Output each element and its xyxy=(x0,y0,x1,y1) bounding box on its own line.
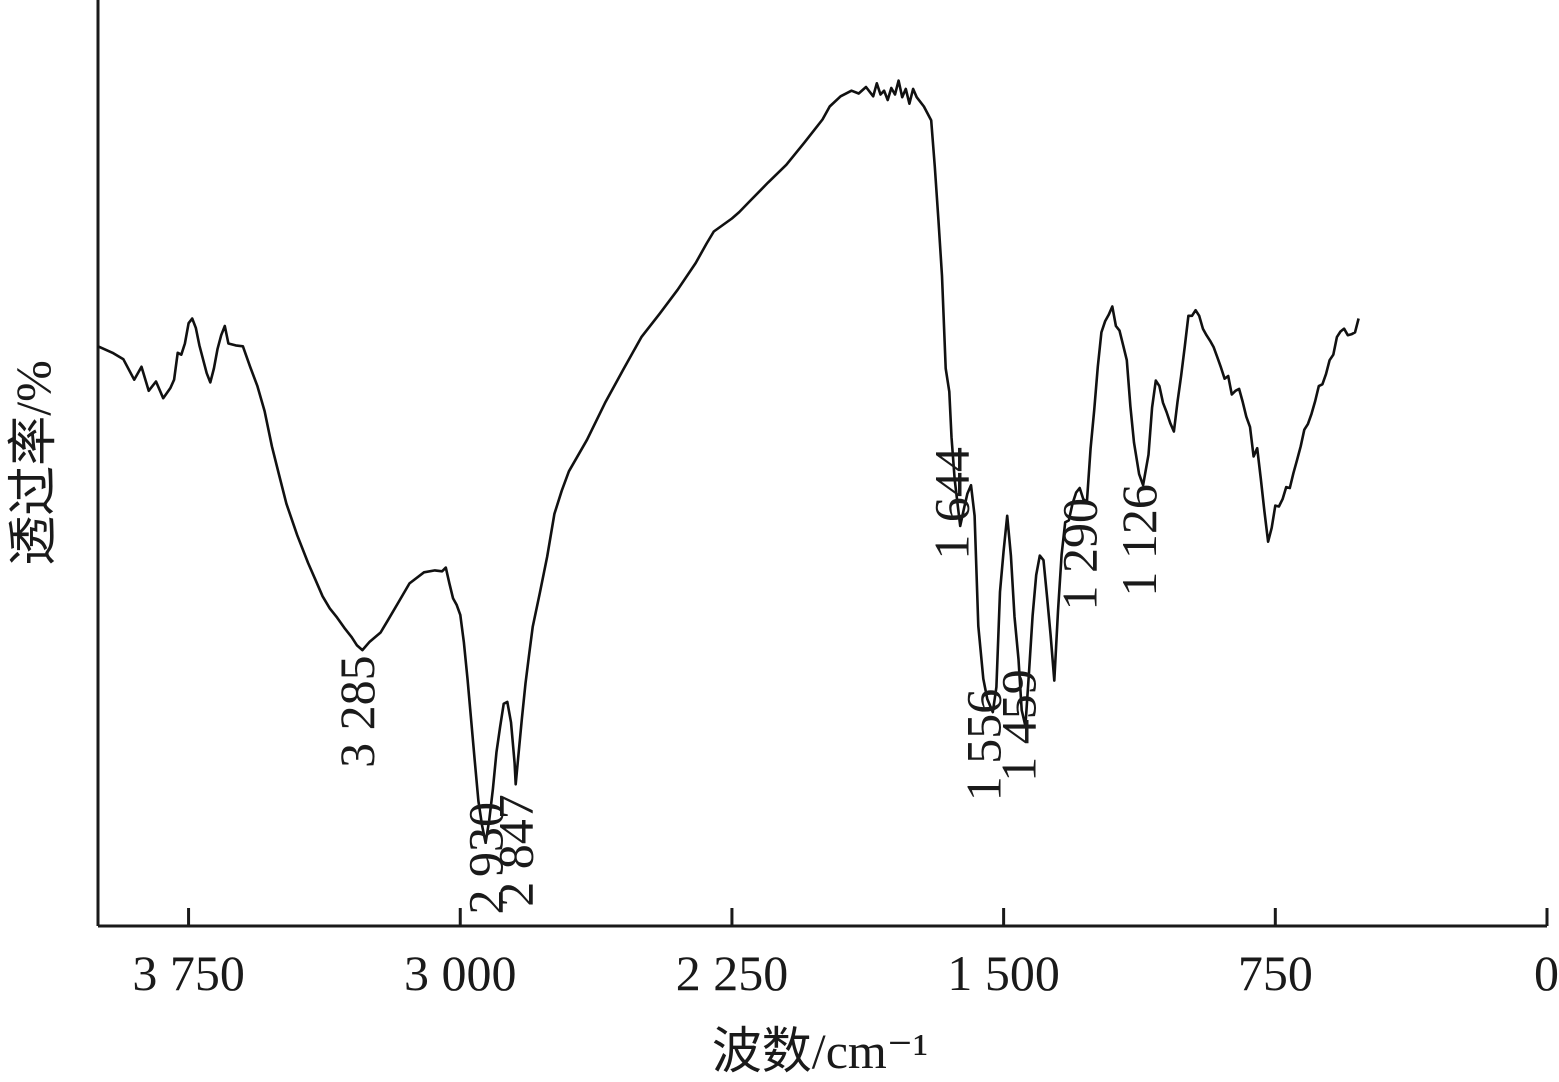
peak-label: 1 556 xyxy=(955,689,1011,802)
x-tick-label: 3 750 xyxy=(132,945,245,1001)
peak-label: 1 644 xyxy=(924,447,980,559)
peak-label: 1 290 xyxy=(1052,498,1108,611)
peak-label: 3 285 xyxy=(329,655,385,768)
x-tick-label: 750 xyxy=(1238,945,1313,1001)
peak-label: 2 930 xyxy=(458,802,514,915)
x-tick-label: 2 250 xyxy=(676,945,789,1001)
peak-label: 1 126 xyxy=(1111,484,1167,596)
x-tick-label: 3 000 xyxy=(404,945,517,1001)
peak-label: 2 847 xyxy=(488,794,544,907)
peak-label: 1 459 xyxy=(991,669,1047,782)
x-tick-label: 1 500 xyxy=(947,945,1060,1001)
x-tick-label: 0 xyxy=(1534,945,1559,1001)
spectrum-line xyxy=(97,79,1360,844)
x-axis-ticks: 3 750 3 000 2 250 1 500 750 0 xyxy=(132,908,1559,1001)
y-axis-title: 透过率/% xyxy=(5,360,61,566)
x-axis-title: 波数/cm⁻¹ xyxy=(712,1023,928,1079)
plot-frame xyxy=(96,0,1547,928)
